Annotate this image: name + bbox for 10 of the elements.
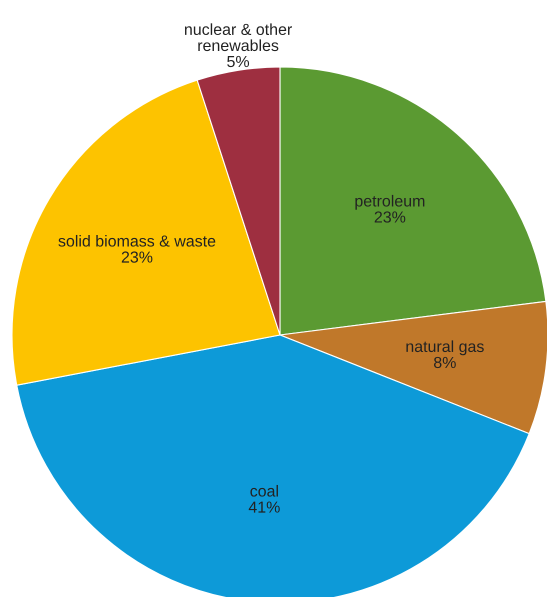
data-label: 41% <box>248 501 280 513</box>
data-label: 23% <box>374 211 406 223</box>
data-label: 8% <box>434 356 456 368</box>
slice-label: natural gas <box>406 340 484 356</box>
slice-label: coal <box>250 484 278 497</box>
slice-label: nuclear & other renewables <box>184 23 292 52</box>
slice-label: solid biomass & waste <box>58 234 216 247</box>
slice-label: petroleum <box>355 194 424 210</box>
data-label: 5% <box>227 56 250 68</box>
data-label: 23% <box>122 251 152 263</box>
